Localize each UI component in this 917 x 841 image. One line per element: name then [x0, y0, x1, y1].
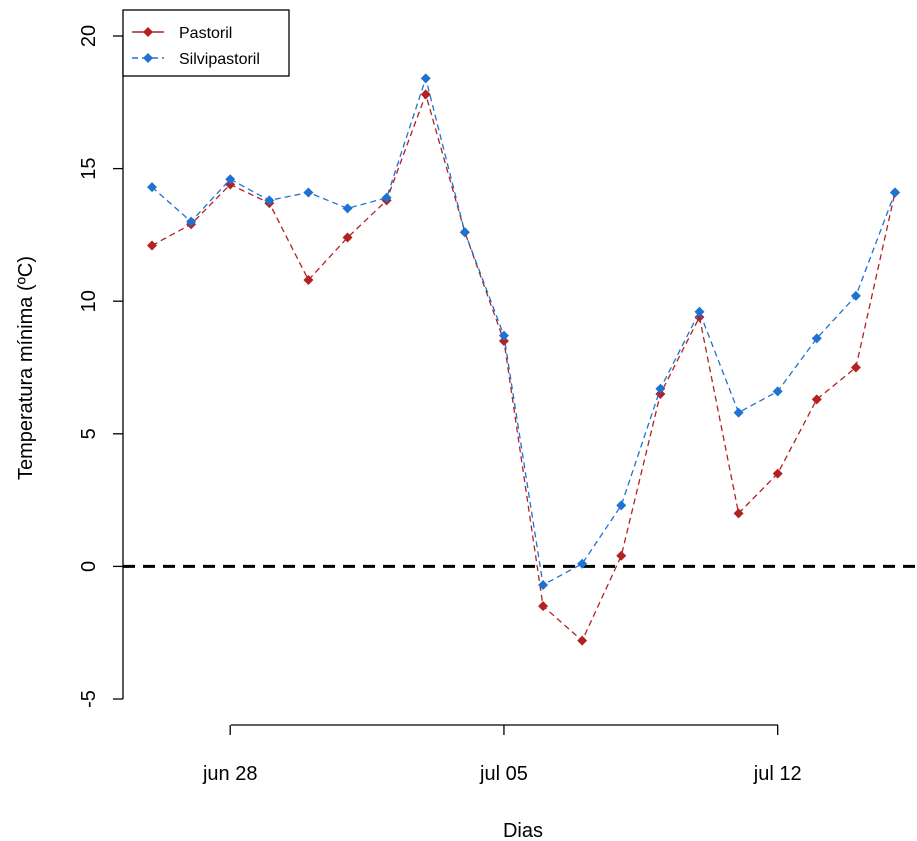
data-point-pastoril [498, 335, 509, 346]
legend-marker-pastoril [143, 27, 153, 37]
data-point-silvipastoril [577, 558, 588, 569]
series-layer [147, 73, 900, 646]
data-point-pastoril [225, 179, 236, 190]
data-point-silvipastoril [890, 187, 900, 198]
data-point-silvipastoril [694, 306, 705, 317]
data-point-pastoril [147, 240, 157, 251]
data-point-silvipastoril [342, 203, 353, 214]
data-point-silvipastoril [538, 579, 549, 590]
legend-marker-silvipastoril [143, 53, 153, 63]
y-tick-label: 20 [78, 25, 100, 47]
y-tick-label: 15 [78, 157, 100, 179]
data-point-pastoril [577, 635, 588, 646]
x-axis-label: Dias [503, 820, 543, 841]
data-point-pastoril [811, 394, 822, 405]
y-tick-label: 0 [78, 561, 100, 572]
legend-label-silvipastoril: Silvipastoril [179, 51, 260, 68]
data-point-silvipastoril [303, 187, 314, 198]
data-point-pastoril [850, 362, 861, 373]
data-point-silvipastoril [733, 407, 744, 418]
data-point-pastoril [616, 550, 627, 561]
series-line-pastoril [151, 92, 896, 642]
data-point-silvipastoril [850, 290, 861, 301]
series-line-silvipastoril [151, 76, 896, 586]
data-point-pastoril [420, 89, 431, 100]
data-point-silvipastoril [459, 227, 470, 238]
data-point-silvipastoril [186, 216, 197, 227]
legend-label-pastoril: Pastoril [179, 25, 232, 42]
y-axis-label: Temperatura mínima (ºC) [15, 256, 37, 480]
x-axis: jun 28 jul 05 jul 12 [202, 724, 802, 785]
data-point-pastoril [342, 232, 353, 243]
data-point-silvipastoril [655, 383, 666, 394]
y-tick-label: 5 [78, 428, 100, 439]
data-point-silvipastoril [420, 73, 431, 84]
data-point-silvipastoril [616, 500, 627, 511]
data-point-silvipastoril [811, 333, 822, 344]
x-tick-label: jul 12 [753, 763, 802, 785]
data-point-pastoril [538, 601, 549, 612]
y-tick-label: 10 [78, 290, 100, 312]
legend: Pastoril Silvipastoril [122, 9, 290, 77]
data-point-pastoril [772, 468, 783, 479]
legend-box [122, 9, 290, 77]
data-point-silvipastoril [381, 192, 392, 203]
y-axis: -5 0 5 10 15 20 [78, 25, 124, 708]
x-tick-label: jul 05 [479, 763, 528, 785]
data-point-silvipastoril [772, 386, 783, 397]
data-point-silvipastoril [498, 330, 509, 341]
y-tick-label: -5 [78, 690, 100, 708]
data-point-silvipastoril [225, 174, 236, 185]
data-point-silvipastoril [147, 182, 157, 193]
data-point-silvipastoril [264, 195, 275, 206]
data-point-pastoril [694, 312, 705, 323]
x-tick-label: jun 28 [202, 763, 258, 785]
data-point-pastoril [303, 274, 314, 285]
data-point-pastoril [733, 508, 744, 519]
